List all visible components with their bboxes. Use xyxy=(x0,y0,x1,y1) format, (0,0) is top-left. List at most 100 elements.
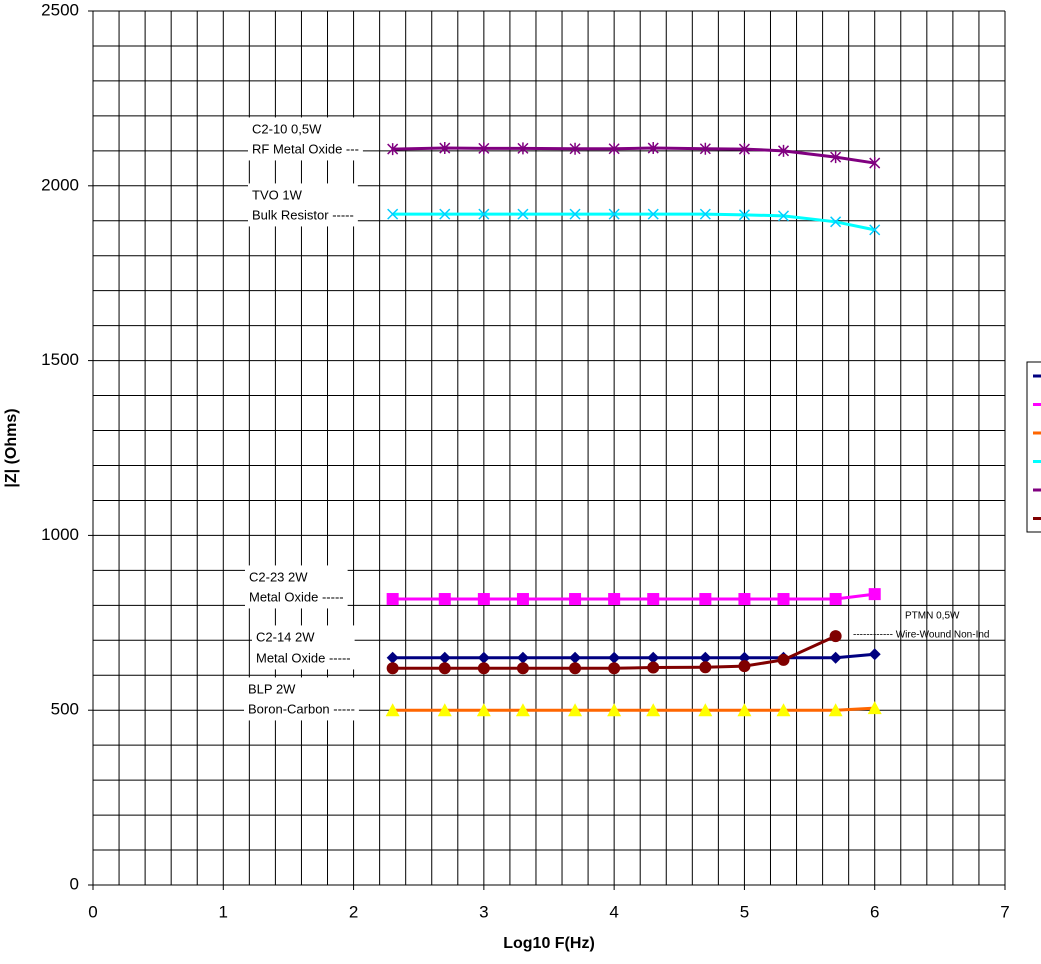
marker xyxy=(569,208,581,220)
marker xyxy=(477,593,490,606)
annotation-box xyxy=(248,183,358,227)
annotation-text: Bulk Resistor ----- xyxy=(252,207,354,222)
marker xyxy=(647,208,659,220)
x-axis-title: Log10 F(Hz) xyxy=(503,935,595,952)
marker xyxy=(386,662,399,675)
marker xyxy=(517,208,529,220)
marker xyxy=(516,662,529,675)
marker xyxy=(439,142,451,155)
marker xyxy=(776,703,791,717)
marker xyxy=(830,151,842,164)
marker xyxy=(777,593,790,606)
marker xyxy=(646,703,661,717)
marker xyxy=(829,593,842,606)
marker xyxy=(517,142,529,155)
marker xyxy=(868,648,881,661)
marker xyxy=(568,703,583,717)
y-tick-label: 1000 xyxy=(41,525,79,544)
marker xyxy=(829,630,842,643)
marker xyxy=(385,703,400,717)
series-line xyxy=(392,592,875,601)
marker xyxy=(437,703,452,717)
marker xyxy=(869,224,881,236)
marker xyxy=(438,593,451,606)
annotation: C2-23 2W Metal Oxide ----- xyxy=(245,565,348,609)
annotation-box xyxy=(244,677,359,721)
marker xyxy=(699,593,712,606)
x-tick-label: 3 xyxy=(479,902,488,921)
marker xyxy=(387,143,399,156)
annotation-box xyxy=(245,565,348,609)
marker xyxy=(777,144,790,157)
annotation-text: TVO 1W xyxy=(252,187,303,202)
y-tick-label: 1500 xyxy=(41,350,79,369)
marker xyxy=(608,651,621,664)
marker xyxy=(738,651,751,664)
marker xyxy=(738,660,751,673)
marker xyxy=(569,662,582,675)
annotation-text: Metal Oxide ----- xyxy=(256,650,351,665)
marker xyxy=(868,588,881,601)
x-tick-label: 6 xyxy=(870,902,879,921)
annotation-text: C2-14 2W xyxy=(256,629,315,644)
y-tick-label: 2000 xyxy=(41,175,79,194)
marker xyxy=(777,210,790,222)
marker xyxy=(439,208,451,220)
marker xyxy=(608,142,620,155)
marker xyxy=(828,703,843,717)
annotation: C2-10 0,5W RF Metal Oxide --- xyxy=(248,117,363,161)
series-line xyxy=(392,146,875,165)
marker xyxy=(608,593,621,606)
legend-box xyxy=(1026,361,1041,533)
marker xyxy=(476,703,491,717)
annotation-text: BLP 2W xyxy=(248,681,296,696)
x-tick-label: 4 xyxy=(609,902,618,921)
annotation: C2-14 2W Metal Oxide ----- xyxy=(252,625,355,670)
y-tick-label: 500 xyxy=(51,700,79,719)
annotation-text: RF Metal Oxide --- xyxy=(252,141,359,156)
marker xyxy=(699,651,712,664)
marker xyxy=(438,651,451,664)
marker xyxy=(737,703,752,717)
y-axis-title: |Z| (Ohms) xyxy=(3,408,20,487)
marker xyxy=(869,157,881,170)
annotation: PTMN 0,5W ------------ Wire-Wound Non-Ind xyxy=(853,611,989,641)
marker xyxy=(647,651,660,664)
y-tick-label: 2500 xyxy=(41,0,79,19)
marker xyxy=(608,208,620,220)
x-tick-label: 5 xyxy=(740,902,749,921)
marker xyxy=(515,703,530,717)
marker xyxy=(647,142,659,155)
annotation: TVO 1W Bulk Resistor ----- xyxy=(248,183,358,227)
marker xyxy=(738,593,751,606)
marker xyxy=(699,142,711,155)
marker xyxy=(386,651,399,664)
series-line xyxy=(392,212,876,232)
marker xyxy=(647,593,660,606)
marker xyxy=(569,651,582,664)
annotation-box xyxy=(248,117,363,161)
marker xyxy=(607,703,622,717)
annotation-text: C2-10 0,5W xyxy=(252,121,322,136)
annotation-text: PTMN 0,5W xyxy=(905,611,960,622)
y-tick-label: 0 xyxy=(70,874,79,893)
marker xyxy=(777,653,790,666)
marker xyxy=(867,701,882,715)
marker xyxy=(829,651,842,664)
marker xyxy=(569,142,581,155)
series-line xyxy=(392,652,875,660)
marker xyxy=(438,662,451,675)
annotation-text: ------------ Wire-Wound Non-Ind xyxy=(853,630,989,641)
marker xyxy=(699,661,712,674)
marker xyxy=(478,142,490,155)
x-tick-label: 7 xyxy=(1000,902,1009,921)
marker xyxy=(608,662,621,675)
marker xyxy=(477,651,490,664)
annotation: BLP 2W Boron-Carbon ----- xyxy=(244,677,359,721)
marker xyxy=(699,208,711,220)
x-tick-label: 0 xyxy=(88,902,97,921)
marker xyxy=(477,662,490,675)
series-line xyxy=(392,706,875,712)
marker xyxy=(647,661,660,674)
marker xyxy=(830,216,842,228)
